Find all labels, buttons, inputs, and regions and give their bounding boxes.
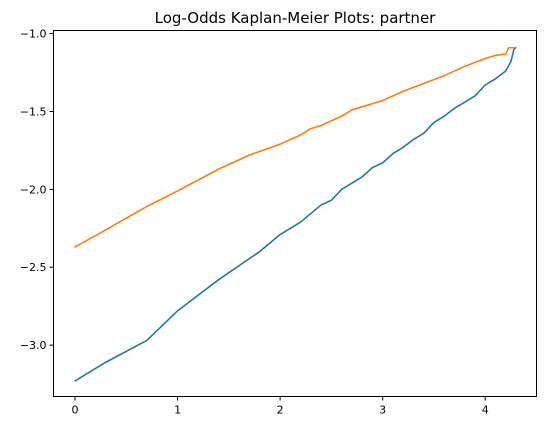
y-tick-label: −2.0	[20, 183, 47, 196]
y-tick-label: −1.0	[20, 28, 47, 41]
x-tick-label: 4	[482, 404, 489, 417]
axes-layer: 0 1 2 3 4 −3.0 −2.5 −2.0 −1.5 −1.0	[20, 28, 489, 417]
series-line-1	[74, 46, 517, 382]
x-tick-label: 2	[277, 404, 284, 417]
y-tick-label: −3.0	[20, 339, 47, 352]
chart-title: Log-Odds Kaplan-Meier Plots: partner	[155, 9, 437, 27]
x-tick-label: 0	[72, 404, 79, 417]
y-tick-label: −1.5	[20, 105, 47, 118]
series-layer	[74, 46, 517, 382]
series-line-2	[74, 46, 517, 248]
x-tick-label: 1	[174, 404, 181, 417]
y-tick-label: −2.5	[20, 261, 47, 274]
plot-frame	[53, 30, 537, 397]
x-tick-label: 3	[379, 404, 386, 417]
